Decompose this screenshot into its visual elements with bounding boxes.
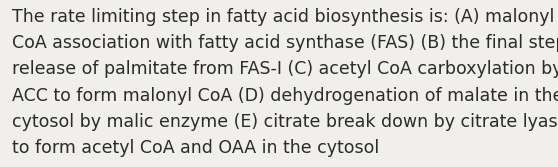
Text: cytosol by malic enzyme (E) citrate break down by citrate lyase: cytosol by malic enzyme (E) citrate brea…	[12, 113, 558, 131]
Text: ACC to form malonyl CoA (D) dehydrogenation of malate in the: ACC to form malonyl CoA (D) dehydrogenat…	[12, 87, 558, 105]
Text: to form acetyl CoA and OAA in the cytosol: to form acetyl CoA and OAA in the cytoso…	[12, 139, 379, 157]
Text: release of palmitate from FAS-I (C) acetyl CoA carboxylation by: release of palmitate from FAS-I (C) acet…	[12, 60, 558, 78]
Text: CoA association with fatty acid synthase (FAS) (B) the final step,: CoA association with fatty acid synthase…	[12, 34, 558, 52]
Text: The rate limiting step in fatty acid biosynthesis is: (A) malonyl: The rate limiting step in fatty acid bio…	[12, 8, 555, 26]
